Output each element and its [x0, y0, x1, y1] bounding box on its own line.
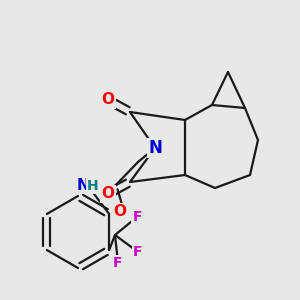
Text: F: F	[132, 210, 142, 224]
Text: N: N	[148, 139, 162, 157]
Text: H: H	[87, 179, 99, 193]
Text: N: N	[76, 178, 89, 194]
Text: H: H	[82, 179, 94, 193]
Text: O: O	[113, 205, 127, 220]
Text: F: F	[133, 245, 143, 259]
Text: O: O	[101, 92, 115, 107]
Text: F: F	[113, 256, 123, 270]
Text: O: O	[101, 187, 115, 202]
